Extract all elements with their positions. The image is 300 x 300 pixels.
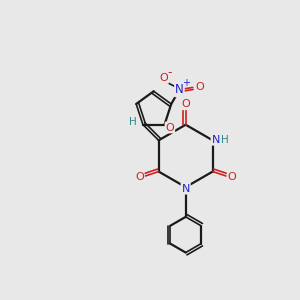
Text: H: H [221, 135, 229, 145]
Text: +: + [182, 78, 190, 88]
Text: O: O [159, 73, 168, 83]
Text: O: O [195, 82, 204, 92]
Text: N: N [182, 184, 190, 194]
Text: O: O [228, 172, 236, 182]
Text: -: - [168, 66, 172, 79]
Text: N: N [212, 135, 220, 145]
Text: N: N [175, 83, 184, 96]
Text: O: O [181, 99, 190, 109]
Text: H: H [130, 117, 137, 127]
Text: O: O [135, 172, 144, 182]
Text: O: O [166, 122, 174, 133]
